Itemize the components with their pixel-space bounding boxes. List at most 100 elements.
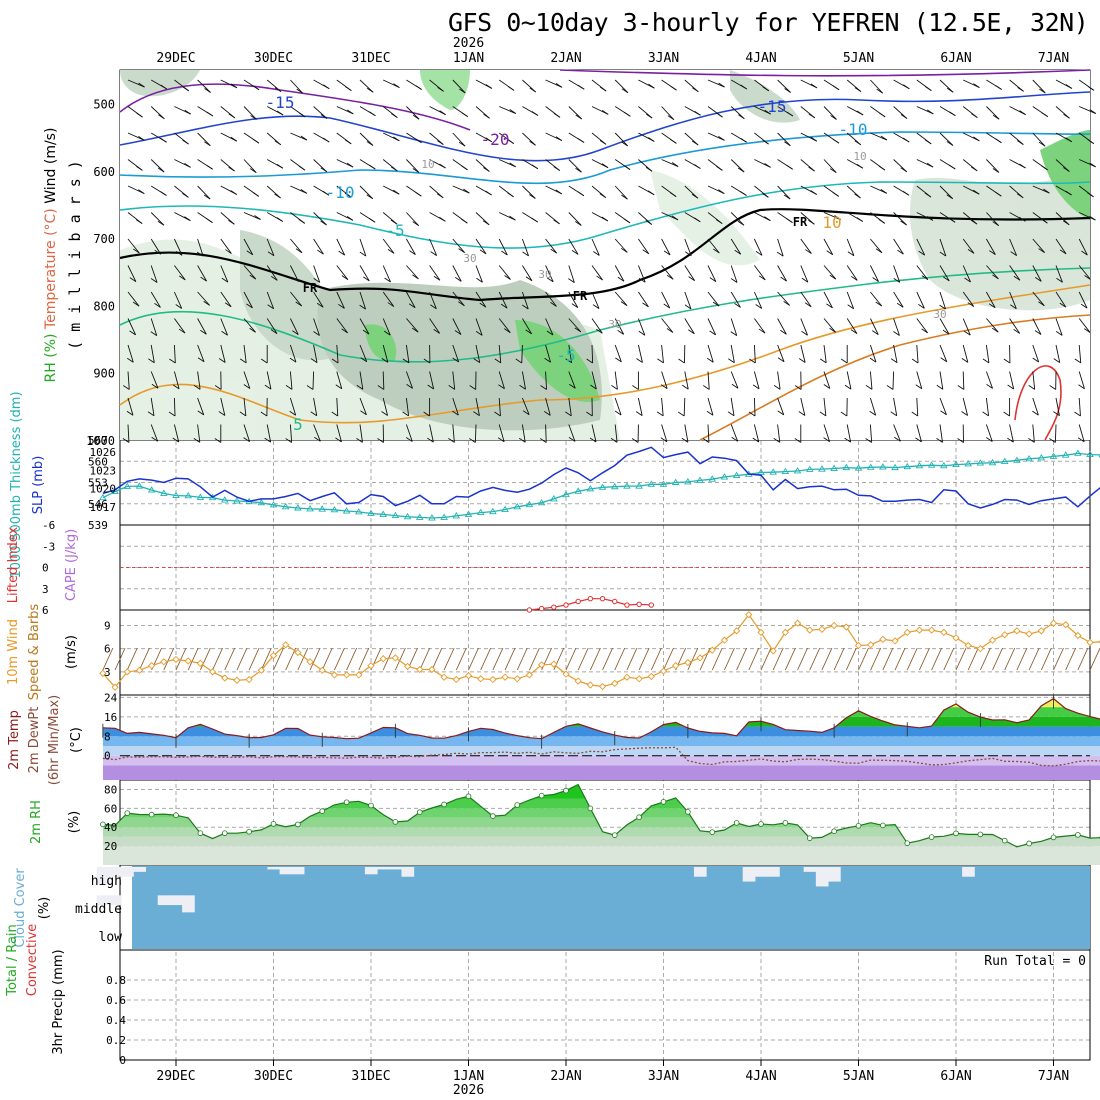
wind-barb-flag <box>900 220 907 226</box>
cloud-label: Cloud Cover <box>13 868 28 948</box>
thickness-point <box>696 476 704 483</box>
wind-speed-point <box>477 675 485 683</box>
wind-speed-point <box>135 666 144 674</box>
rh-band <box>102 817 1100 828</box>
wind-barb <box>986 106 1000 120</box>
wind-speed-point <box>854 641 863 650</box>
date-label-top: 29DEC <box>156 51 195 66</box>
wind-barb-flag <box>430 251 437 256</box>
wind-speed-point <box>501 673 509 681</box>
wind-barb-flag <box>638 330 646 336</box>
precip-tick: 0 <box>119 1054 126 1067</box>
surface-wind-barb <box>358 647 370 671</box>
wind-barb <box>382 344 389 363</box>
li-point <box>636 601 642 608</box>
wind-barb-flag <box>1038 141 1046 147</box>
wind-barb-flag <box>890 411 897 417</box>
wind-barb-flag <box>553 112 561 118</box>
wind-barb <box>382 291 395 307</box>
wind-barb-flag <box>599 139 607 145</box>
wind-speed-point <box>793 619 802 627</box>
wind-barb <box>823 106 837 120</box>
wind-barb-flag <box>624 111 631 117</box>
wind-speed-point <box>330 671 339 679</box>
wind-barb <box>197 291 210 306</box>
wind-barb-flag <box>1032 410 1039 416</box>
wind-barb <box>127 185 145 195</box>
wind-barb <box>985 344 990 363</box>
contour-5 <box>119 284 1091 424</box>
li-tick: 0 <box>42 562 49 575</box>
wind-barb-flag <box>151 436 158 442</box>
wind-barb-flag <box>865 385 873 390</box>
wind-barb <box>568 159 582 173</box>
wind-barb-flag <box>306 385 314 390</box>
wind-barb-flag <box>1081 250 1088 256</box>
cloud-gap-high <box>767 867 780 877</box>
wind-speed-point <box>891 637 899 645</box>
thickness-point <box>306 505 314 512</box>
wind-barb-flag <box>391 113 398 118</box>
rh-point <box>173 812 179 819</box>
wind-barb <box>985 397 990 416</box>
wind-barb-flag <box>783 194 791 200</box>
wind-barb-flag <box>546 277 554 283</box>
wind-barb-flag <box>957 438 964 443</box>
wind-barb-flag <box>620 301 628 306</box>
wind-barb-flag <box>158 114 165 120</box>
wind-barb-flag <box>738 114 745 120</box>
wind-barb <box>683 397 686 417</box>
run-total: Run Total = 0 <box>984 954 1086 969</box>
cloud-gap-high <box>828 867 841 882</box>
wind-barb-flag <box>454 330 462 335</box>
wind-barb-flag <box>709 330 716 336</box>
wind-barb <box>452 185 470 194</box>
precip-tick: 0.4 <box>106 1014 126 1027</box>
cloud-gap-middle <box>157 895 171 906</box>
wind-barb <box>893 291 904 308</box>
wind-barb-flag <box>577 84 585 90</box>
wind-barb-flag <box>656 411 664 417</box>
wind-barb <box>290 291 303 307</box>
wind-barb-flag <box>688 329 695 335</box>
wind-barb <box>591 291 600 309</box>
contour-label: -10 <box>839 120 868 139</box>
wind-barb <box>150 318 158 336</box>
rh-tick: 60 <box>104 802 117 815</box>
thickness-point <box>915 461 924 469</box>
wind-barb-flag <box>123 385 130 390</box>
thickness-point <box>99 493 107 501</box>
wind-barb-flag <box>850 329 858 334</box>
surface-wind-barb <box>516 647 528 671</box>
rh-point <box>1075 832 1081 838</box>
thickness-label: 1000-500mb Thickness (dm) <box>9 391 24 578</box>
wind-barb <box>777 424 781 443</box>
wind-barb-flag <box>989 250 996 255</box>
wind-barb-flag <box>331 358 339 364</box>
wind-barb <box>1055 318 1063 336</box>
surface-wind-barb <box>772 647 784 671</box>
surface-wind-barb <box>1053 647 1064 671</box>
wind-barb <box>684 238 692 256</box>
wind-barb <box>150 238 162 255</box>
wind-barb <box>266 424 272 443</box>
wind-barb <box>684 185 699 199</box>
wind-barb-flag <box>939 304 946 310</box>
wind-barb-flag <box>1019 163 1026 169</box>
temp-tick: 0 <box>104 750 111 763</box>
surface-wind-barb <box>931 647 943 671</box>
wind-speed-point <box>208 668 217 676</box>
wind-barb-flag <box>1055 331 1063 336</box>
cloud-gap-high <box>267 867 281 870</box>
wind-barb-flag <box>276 163 284 169</box>
date-label-top: 1JAN <box>453 51 484 66</box>
wind-speed-point <box>806 626 814 634</box>
wind-barb-flag <box>157 220 165 226</box>
rh-point <box>611 832 618 838</box>
panel-frame <box>119 949 1091 1061</box>
wind-barb-flag <box>320 220 327 226</box>
wind-barb <box>243 318 256 333</box>
rh-point <box>295 821 301 828</box>
wind-speed-point <box>818 625 826 633</box>
contour-label: -5 <box>556 346 575 365</box>
